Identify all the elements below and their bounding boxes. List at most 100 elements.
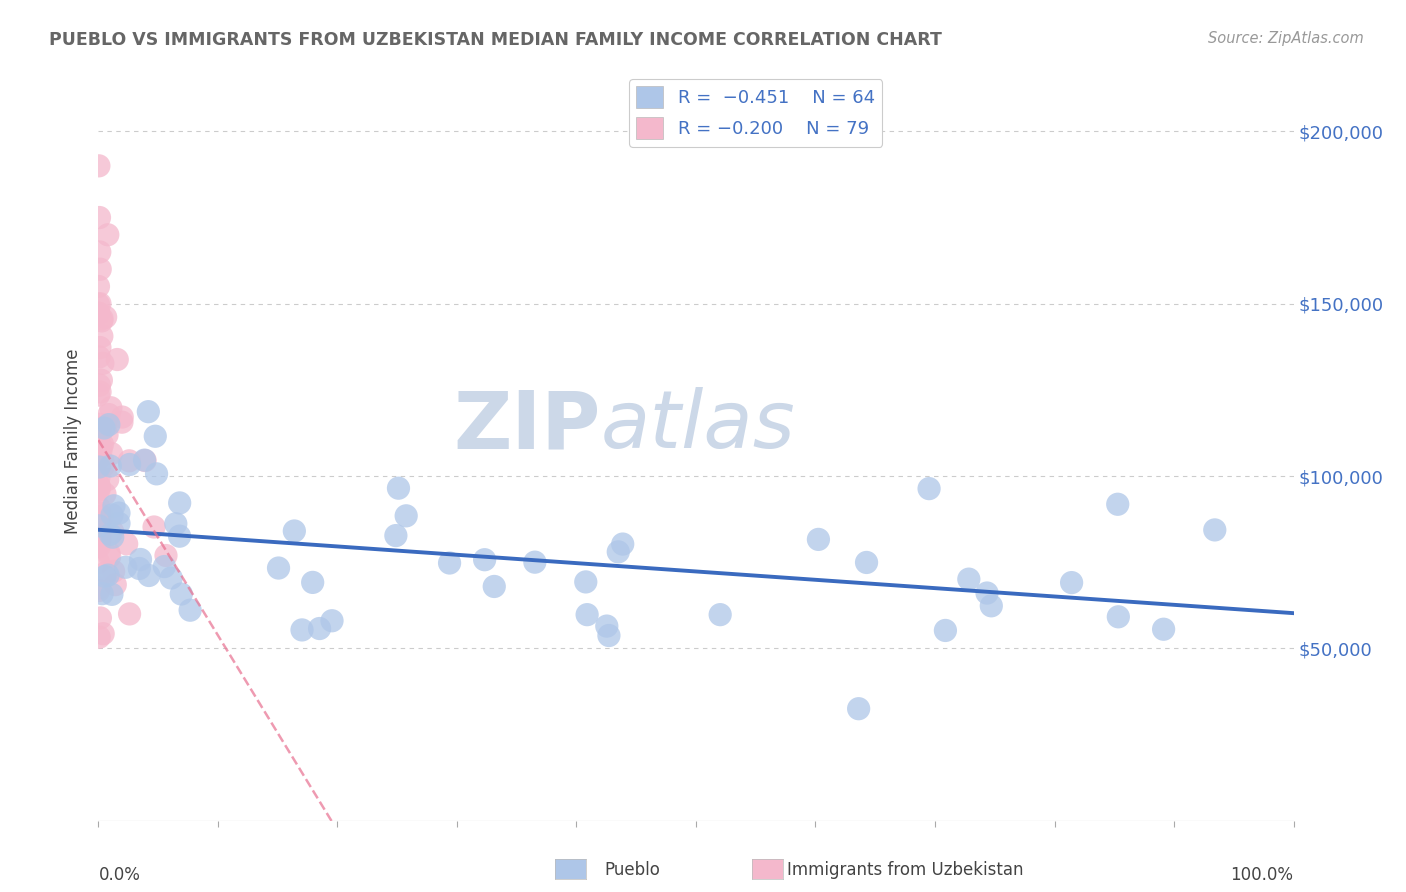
Point bbox=[87, 479, 110, 493]
Point bbox=[87, 306, 110, 320]
Point bbox=[98, 549, 121, 564]
Point bbox=[134, 453, 156, 467]
Point bbox=[98, 458, 121, 473]
Point bbox=[101, 524, 124, 539]
Point bbox=[1107, 497, 1129, 511]
Point bbox=[87, 483, 110, 497]
Point bbox=[957, 572, 980, 586]
Point bbox=[179, 603, 201, 617]
Point bbox=[100, 401, 122, 415]
Point bbox=[87, 524, 110, 539]
Point bbox=[94, 310, 117, 325]
Text: Immigrants from Uzbekistan: Immigrants from Uzbekistan bbox=[787, 861, 1024, 879]
Point bbox=[87, 481, 110, 495]
Point bbox=[89, 378, 111, 392]
Point bbox=[980, 599, 1002, 613]
Point bbox=[118, 454, 141, 468]
Point bbox=[101, 587, 124, 601]
Point bbox=[523, 555, 546, 569]
Point bbox=[87, 306, 110, 320]
Text: PUEBLO VS IMMIGRANTS FROM UZBEKISTAN MEDIAN FAMILY INCOME CORRELATION CHART: PUEBLO VS IMMIGRANTS FROM UZBEKISTAN MED… bbox=[49, 31, 942, 49]
Point bbox=[89, 211, 111, 225]
Point bbox=[90, 439, 112, 453]
Point bbox=[97, 546, 120, 560]
Point bbox=[155, 549, 177, 563]
Point bbox=[87, 581, 110, 595]
Point bbox=[855, 556, 877, 570]
Point bbox=[101, 508, 124, 522]
Point bbox=[267, 561, 290, 575]
Point bbox=[1153, 622, 1175, 636]
Point bbox=[91, 454, 114, 468]
Point bbox=[308, 622, 330, 636]
Point bbox=[439, 556, 461, 570]
Point bbox=[169, 496, 191, 510]
Text: Source: ZipAtlas.com: Source: ZipAtlas.com bbox=[1208, 31, 1364, 46]
Point bbox=[165, 516, 187, 531]
Point bbox=[138, 568, 160, 582]
Point bbox=[87, 500, 110, 515]
Point bbox=[87, 536, 110, 550]
Y-axis label: Median Family Income: Median Family Income bbox=[65, 349, 83, 534]
Point bbox=[91, 437, 114, 451]
Point bbox=[598, 628, 620, 642]
Point bbox=[94, 487, 117, 501]
Point bbox=[94, 569, 117, 583]
Point bbox=[105, 352, 128, 367]
Point bbox=[97, 568, 120, 582]
Point bbox=[111, 415, 134, 429]
Point bbox=[89, 296, 111, 310]
Point bbox=[91, 587, 114, 601]
Point bbox=[169, 529, 191, 543]
Point bbox=[87, 159, 110, 173]
Point bbox=[87, 350, 110, 364]
Point bbox=[87, 426, 110, 441]
Point bbox=[1107, 609, 1129, 624]
Point bbox=[97, 417, 120, 432]
Point bbox=[89, 384, 111, 399]
Point bbox=[87, 451, 110, 466]
Point bbox=[709, 607, 731, 622]
Point bbox=[108, 506, 131, 520]
Text: ZIP: ZIP bbox=[453, 387, 600, 466]
Point bbox=[153, 559, 176, 574]
Point bbox=[87, 431, 110, 445]
Point bbox=[87, 297, 110, 311]
Point bbox=[89, 262, 111, 277]
Point bbox=[848, 702, 870, 716]
Point bbox=[283, 524, 305, 538]
Point bbox=[89, 421, 111, 435]
Point bbox=[91, 508, 114, 523]
Point bbox=[100, 447, 122, 461]
Point bbox=[395, 508, 418, 523]
Point bbox=[90, 373, 112, 387]
Point bbox=[387, 481, 409, 495]
Point bbox=[321, 614, 343, 628]
Point bbox=[89, 341, 111, 355]
Point bbox=[103, 499, 125, 513]
Point bbox=[87, 583, 110, 598]
Point bbox=[89, 630, 111, 644]
Point bbox=[97, 408, 120, 422]
Point bbox=[111, 410, 134, 425]
Point bbox=[607, 545, 630, 559]
Point bbox=[301, 575, 323, 590]
Point bbox=[596, 619, 619, 633]
Point bbox=[91, 356, 114, 370]
Point bbox=[91, 626, 114, 640]
Point bbox=[103, 564, 125, 578]
Point bbox=[118, 458, 141, 472]
Point bbox=[87, 451, 110, 466]
Point bbox=[87, 540, 110, 554]
Point bbox=[87, 470, 110, 484]
Point bbox=[134, 453, 156, 467]
Point bbox=[87, 417, 110, 432]
Point bbox=[170, 587, 193, 601]
Point bbox=[90, 314, 112, 328]
Point bbox=[484, 579, 506, 593]
Point bbox=[1204, 523, 1226, 537]
Point bbox=[145, 467, 167, 481]
Point bbox=[576, 607, 599, 622]
Point bbox=[90, 329, 112, 343]
Point bbox=[89, 527, 111, 541]
